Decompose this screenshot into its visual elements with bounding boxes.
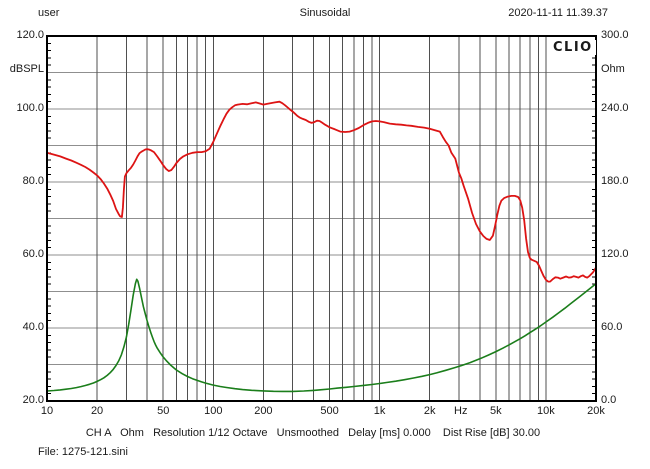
left-axis-tick-label: 60.0 [22,248,44,260]
right-axis-tick-label: 180.0 [601,175,629,187]
x-axis-tick-label: 100 [204,405,223,417]
header-measurement-title: Sinusoidal [299,7,351,19]
spl-response-curve [46,100,597,283]
right-axis-tick-label: 240.0 [601,102,629,114]
right-axis-tick-label: 60.0 [601,321,623,333]
plot-border [46,35,597,402]
x-axis-tick-label: 5k [490,405,502,417]
left-axis-tick-label: 20.0 [22,394,44,406]
left-axis-tick-label: 100.0 [16,102,44,114]
right-axis-tick-label: 0.0 [601,394,617,406]
x-axis-tick-label: 2k [423,405,436,417]
x-axis-tick-label: 200 [254,405,273,417]
x-axis-tick-label: 50 [157,405,170,417]
left-axis-tick-label: 80.0 [22,175,44,187]
left-axis-unit-label: dBSPL [9,63,44,75]
right-axis-unit-label: Ohm [601,63,625,75]
x-axis-tick-label: 20k [587,405,605,417]
left-axis-tick-label: 40.0 [22,321,44,333]
impedance-curve [46,278,597,393]
header-datetime: 2020-11-11 11.39.37 [508,7,608,19]
right-axis-tick-label: 300.0 [601,29,629,41]
header-user-label: user [38,7,60,19]
right-axis-tick-label: 120.0 [601,248,629,260]
clio-logo: CLIO [550,40,596,55]
x-axis-tick-label: 1k [373,405,386,417]
status-bar: CH A Ohm Resolution 1/12 Octave Unsmooth… [85,427,541,439]
x-axis-tick-label: 20 [90,405,104,417]
x-axis-unit-label: Hz [454,405,468,417]
x-axis-tick-label: 10k [537,405,555,417]
x-axis-tick-label: 500 [320,405,339,417]
x-axis-tick-label: 10 [40,405,54,417]
file-name-label: File: 1275-121.sini [38,446,128,458]
left-axis-tick-label: 120.0 [16,29,44,41]
